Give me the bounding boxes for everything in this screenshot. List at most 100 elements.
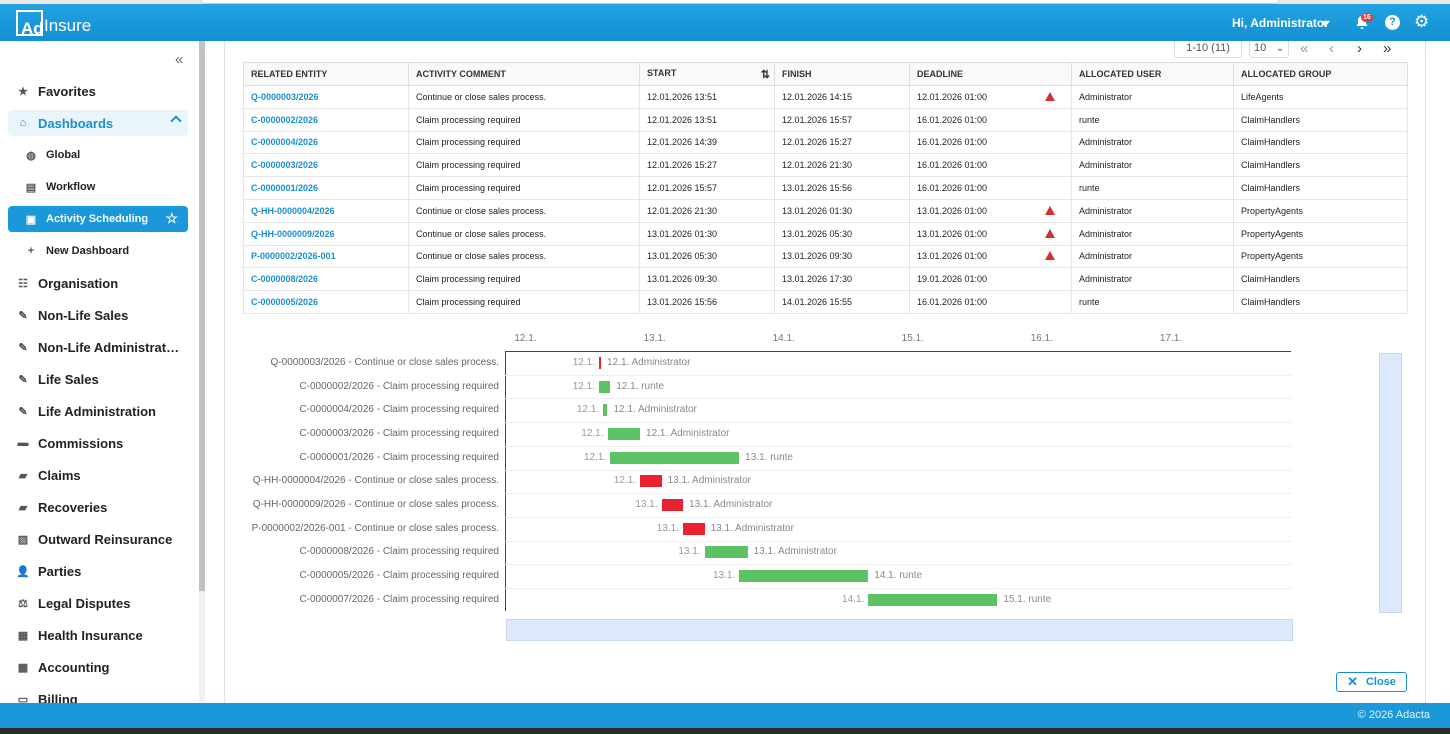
table-row[interactable]: C-0000004/2026 Claim processing required 1… <box>243 130 1408 155</box>
billing-icon: ▭ <box>17 693 29 704</box>
finish-cell-text: 13.01.2026 09:30 <box>782 251 853 262</box>
favorite-star-icon[interactable]: ☆ <box>165 210 178 226</box>
gantt-bar[interactable] <box>598 380 611 393</box>
col-related-entity[interactable]: RELATED ENTITY <box>243 62 409 86</box>
copyright: © 2026 Adacta <box>1357 709 1430 721</box>
scrollbar-thumb[interactable] <box>199 41 205 591</box>
related-entity-link-text: C-0000003/2026 <box>251 160 319 171</box>
next-page-icon[interactable]: › <box>1357 40 1362 57</box>
sidebar-item-recoveries[interactable]: ▰ Recoveries <box>8 494 188 520</box>
table-row[interactable]: C-0000005/2026 Claim processing required 1… <box>243 290 1408 314</box>
allocated-group-cell: ClaimHandlers <box>1233 153 1408 178</box>
gantt-task-label: C-0000008/2026 - Claim processing requir… <box>299 546 499 558</box>
sidebar-item-activity-scheduling[interactable]: ▣ Activity Scheduling ☆ <box>8 206 188 232</box>
sidebar-item-organisation[interactable]: ☷ Organisation <box>8 270 188 296</box>
gantt-task-label: C-0000007/2026 - Claim processing requir… <box>299 593 499 605</box>
finish-cell-text: 13.01.2026 01:30 <box>782 205 853 216</box>
x-tick-label: 15.1. <box>901 333 924 344</box>
col-allocated-user[interactable]: ALLOCATED USER <box>1071 62 1234 86</box>
sidebar-item-accounting[interactable]: ▩ Accounting <box>8 654 188 680</box>
sidebar-item-label: Activity Scheduling <box>46 213 149 225</box>
col-start[interactable]: START ⇅ <box>639 62 775 86</box>
sidebar-scrollbar[interactable] <box>199 41 205 703</box>
sidebar-item-non-life-sales[interactable]: ✎ Non-Life Sales <box>8 302 188 328</box>
sidebar-item-commissions[interactable]: ▬ Commissions <box>8 430 188 456</box>
sidebar-item-legal-disputes[interactable]: ⚖ Legal Disputes <box>8 590 188 616</box>
admin-icon: ✎ <box>18 405 28 418</box>
gantt-bar[interactable] <box>607 427 641 440</box>
gantt-bar[interactable] <box>683 522 705 535</box>
logo[interactable]: Ad Insure <box>16 10 91 36</box>
deadline-cell-text: 13.01.2026 01:00 <box>917 251 988 262</box>
collapse-sidebar-icon[interactable]: « <box>175 51 184 68</box>
gantt-axis-top <box>505 351 1291 352</box>
col-activity-comment[interactable]: ACTIVITY COMMENT <box>408 62 640 86</box>
allocated-group-cell-text: ClaimHandlers <box>1241 114 1301 125</box>
sidebar-item-label: Favorites <box>38 83 96 99</box>
sidebar-item-life-sales[interactable]: ✎ Life Sales <box>8 366 188 392</box>
chevron-up-icon[interactable] <box>170 115 182 127</box>
sidebar-item-label: Health Insurance <box>38 627 143 643</box>
allocated-group-cell: ClaimHandlers <box>1233 290 1408 314</box>
page-size-select[interactable]: 10 ⌄ <box>1249 41 1289 58</box>
deadline-cell-text: 16.01.2026 01:00 <box>917 183 988 194</box>
col-deadline[interactable]: DEADLINE <box>909 62 1072 86</box>
sidebar-item-favorites[interactable]: ★ Favorites <box>8 78 188 104</box>
finish-cell-text: 12.01.2026 14:15 <box>782 91 853 102</box>
sidebar-item-non-life-administrat[interactable]: ✎ Non-Life Administrat… <box>8 334 188 360</box>
allocated-group-cell-text: LifeAgents <box>1241 91 1284 102</box>
sidebar-item-claims[interactable]: ▰ Claims <box>8 462 188 488</box>
gantt-bar-end-label: 15.1. runte <box>1003 593 1052 605</box>
gantt-bar[interactable] <box>868 593 998 606</box>
sidebar-item-new-dashboard[interactable]: + New Dashboard <box>8 238 188 264</box>
table-row[interactable]: C-0000008/2026 Claim processing required 1… <box>243 267 1408 292</box>
gantt-bar[interactable] <box>640 475 662 488</box>
close-button[interactable]: ✕ Close <box>1336 672 1407 692</box>
activity-table: RELATED ENTITY ACTIVITY COMMENT START ⇅ F… <box>243 62 1408 314</box>
table-header-row: RELATED ENTITY ACTIVITY COMMENT START ⇅ F… <box>243 62 1408 86</box>
gantt-bar[interactable] <box>603 404 608 417</box>
sidebar-item-health-insurance[interactable]: ▦ Health Insurance <box>8 622 188 648</box>
gantt-axis-left <box>505 351 506 611</box>
gantt-vertical-navigator[interactable] <box>1379 353 1402 613</box>
sidebar-item-dashboards[interactable]: ⌂ Dashboards <box>8 110 188 136</box>
caret-down-icon[interactable] <box>1320 21 1330 27</box>
help-icon[interactable]: ? <box>1385 15 1400 30</box>
last-page-icon[interactable]: » <box>1383 40 1392 57</box>
sidebar-item-life-administration[interactable]: ✎ Life Administration <box>8 398 188 424</box>
gantt-horizontal-navigator[interactable] <box>506 619 1293 641</box>
first-page-icon[interactable]: « <box>1300 40 1309 57</box>
col-allocated-group[interactable]: ALLOCATED GROUP <box>1233 62 1408 86</box>
activity-comment-cell-text: Continue or close sales process. <box>416 228 547 239</box>
sidebar-item-parties[interactable]: 👤 Parties <box>8 558 188 584</box>
gantt-bar-start-label: 12.1. <box>613 475 637 487</box>
related-entity-link-text: Q-HH-0000004/2026 <box>251 205 335 216</box>
sidebar-item-outward-reinsurance[interactable]: ▨ Outward Reinsurance <box>8 526 188 552</box>
gantt-bar[interactable] <box>661 499 684 512</box>
gear-icon[interactable]: ⚙ <box>1414 12 1430 31</box>
allocated-user-cell-text: runte <box>1079 183 1100 194</box>
gantt-bar[interactable] <box>598 356 602 369</box>
gantt-row-divider <box>505 445 1291 447</box>
allocated-group-cell-text: ClaimHandlers <box>1241 160 1301 171</box>
sidebar-item-global[interactable]: ◍ Global <box>8 142 188 168</box>
warning-icon <box>1045 205 1055 215</box>
related-entity-link-text: C-0000005/2026 <box>251 297 319 308</box>
gantt-bar[interactable] <box>610 451 740 464</box>
gantt-row-divider <box>505 422 1291 424</box>
sidebar-item-label: Parties <box>38 563 82 579</box>
table-row[interactable]: P-0000002/2026-001 Continue or close sale… <box>243 244 1408 269</box>
gantt-bar[interactable] <box>704 546 748 559</box>
user-greeting[interactable]: Hi, Administrator <box>1232 16 1329 30</box>
col-finish[interactable]: FINISH <box>774 62 910 86</box>
sort-icon[interactable]: ⇅ <box>760 68 770 81</box>
start-cell-text: 13.01.2026 05:30 <box>647 251 718 262</box>
related-entity-link-text: C-0000002/2026 <box>251 114 319 125</box>
prev-page-icon[interactable]: ‹ <box>1329 40 1334 57</box>
close-label: Close <box>1365 676 1396 688</box>
gantt-bar[interactable] <box>739 570 869 583</box>
sidebar-item-billing[interactable]: ▭ Billing <box>8 686 188 704</box>
activity-comment-cell-text: Claim processing required <box>416 183 521 194</box>
table-row[interactable]: Q-0000003/2026 Continue or close sales pr… <box>243 85 1408 109</box>
sidebar-item-workflow[interactable]: ▤ Workflow <box>8 174 188 200</box>
